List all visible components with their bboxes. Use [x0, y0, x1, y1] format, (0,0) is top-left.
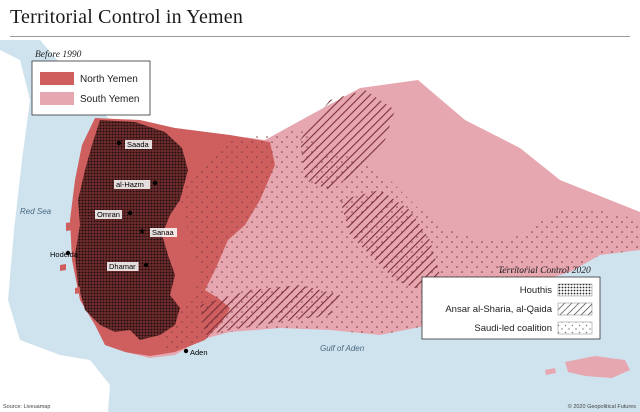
city-dot-al-hazm — [152, 180, 158, 186]
capital-star-icon: ★ — [138, 226, 146, 236]
island-red-sea-3 — [75, 287, 80, 294]
legend-south-yemen-swatch — [40, 92, 74, 105]
label-red-sea: Red Sea — [20, 207, 52, 216]
landmass-saudi-arabia — [40, 40, 640, 218]
city-label-bg-saada — [125, 140, 152, 149]
control-aqap-south — [200, 285, 340, 335]
legend-control-heading: Territorial Control 2020 — [498, 266, 591, 276]
city-label-bg-sanaa — [150, 228, 177, 237]
city-dot-aden — [183, 348, 189, 354]
city-markers: Saada al-Hazm Omran ★ Sanaa Dhamar Hodeida Aden — [50, 140, 208, 357]
city-label-omran: Omran — [97, 210, 120, 219]
legend-south-yemen-label: South Yemen — [80, 94, 140, 105]
legend-houthis-label: Houthis — [520, 285, 552, 296]
copyright-credit: © 2020 Geopolitical Futures — [568, 403, 637, 410]
title-divider — [10, 36, 630, 37]
control-aqap-north — [300, 90, 395, 190]
city-dot-hodeida — [65, 250, 71, 256]
legend-north-yemen-label: North Yemen — [80, 74, 138, 85]
city-label-al-hazm: al-Hazm — [116, 180, 144, 189]
city-label-bg-omran — [95, 210, 122, 219]
city-label-bg-al-hazm — [114, 180, 151, 189]
city-dot-saada — [116, 140, 122, 146]
legend-aqap-swatch — [557, 302, 593, 316]
legend-before-heading: Before 1990 — [35, 49, 82, 60]
control-houthis — [75, 120, 188, 340]
source-credit: Source: Liveuamap — [3, 404, 50, 410]
label-gulf-of-aden: Gulf of Aden — [320, 344, 365, 353]
island-socotra — [565, 356, 630, 378]
city-dot-dhamar — [143, 262, 149, 268]
yemen-map: Saada al-Hazm Omran ★ Sanaa Dhamar Hodeida Aden… — [0, 40, 640, 412]
island-socotra-small — [545, 368, 556, 375]
legend-houthis-swatch — [557, 283, 593, 297]
city-label-bg-dhamar — [107, 262, 139, 271]
island-red-sea-2 — [60, 264, 66, 271]
map-title: Territorial Control in Yemen — [10, 6, 244, 28]
city-dot-omran — [127, 210, 133, 216]
landmass-africa — [0, 50, 110, 412]
city-label-aden: Aden — [190, 348, 208, 357]
legend-coalition-swatch — [557, 321, 593, 335]
city-label-hodeida: Hodeida — [50, 250, 79, 259]
legend-aqap-label: Ansar al-Sharia, al-Qaida — [445, 304, 552, 315]
island-red-sea-1 — [66, 222, 73, 231]
city-label-saada: Saada — [127, 140, 150, 149]
legend-north-yemen-swatch — [40, 72, 74, 85]
city-label-sanaa: Sanaa — [152, 228, 175, 237]
city-label-dhamar: Dhamar — [109, 262, 136, 271]
legend-before-box — [31, 60, 151, 116]
control-aqap-central — [340, 190, 440, 290]
legend-coalition-label: Saudi-led coalition — [474, 323, 552, 334]
